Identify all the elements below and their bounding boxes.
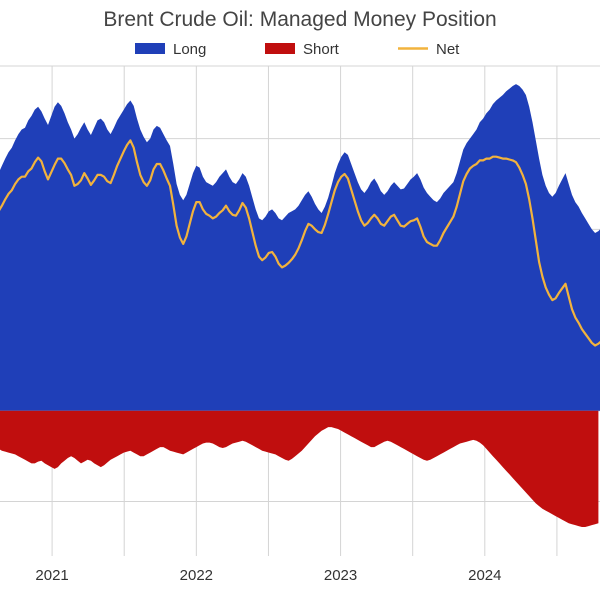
legend-item-long: Long <box>135 41 206 58</box>
x-tick-label: 2022 <box>180 567 213 584</box>
legend-item-short: Short <box>265 41 340 58</box>
short-area <box>0 410 599 527</box>
legend-label: Short <box>303 41 340 58</box>
legend-swatch <box>135 43 165 54</box>
x-tick-label: 2023 <box>324 567 357 584</box>
legend-label: Net <box>436 41 460 58</box>
net-line <box>0 139 600 347</box>
x-tick-label: 2024 <box>468 567 501 584</box>
legend-swatch <box>265 43 295 54</box>
x-tick-label: 2021 <box>35 567 68 584</box>
legend-label: Long <box>173 41 206 58</box>
chart-title: Brent Crude Oil: Managed Money Position <box>103 8 496 31</box>
x-axis: 2021 2022 2023 2024 <box>35 567 501 584</box>
plot-area <box>0 84 600 527</box>
legend: Long Short Net <box>135 41 460 58</box>
legend-item-net: Net <box>398 41 460 58</box>
